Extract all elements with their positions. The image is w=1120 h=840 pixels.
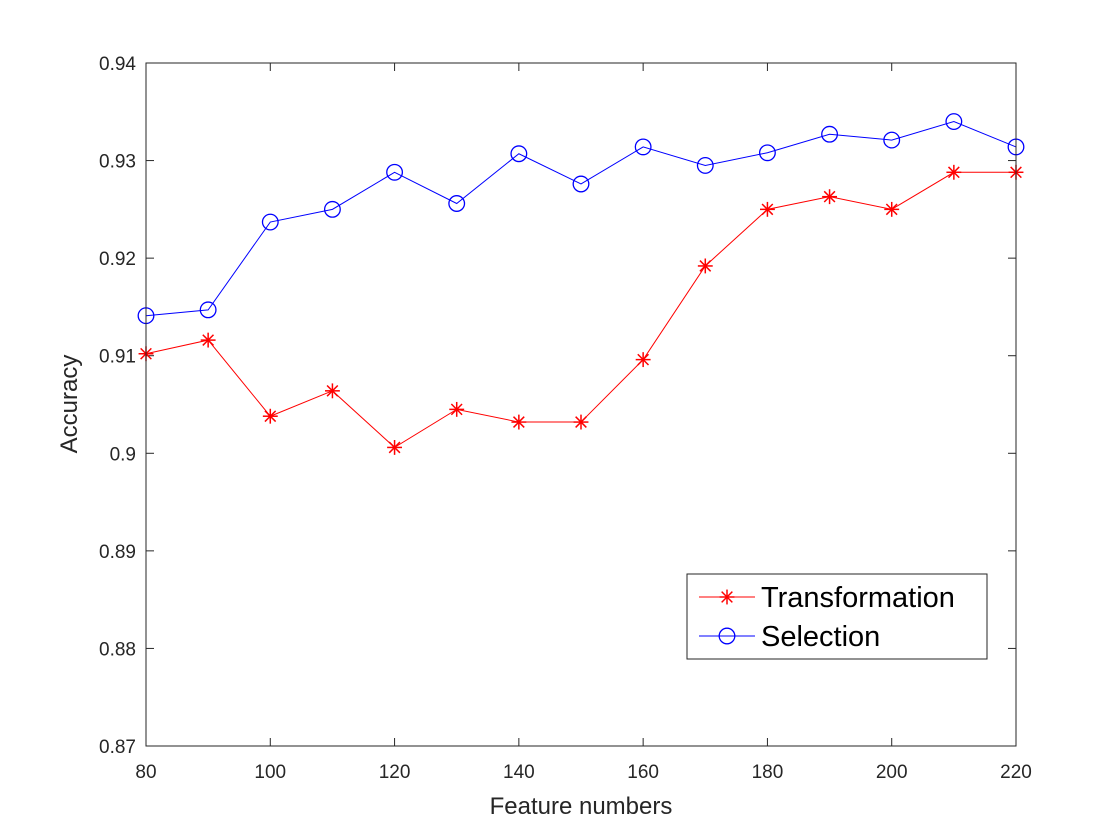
x-tick-label: 220 <box>1000 762 1032 783</box>
marker-stroke <box>947 166 960 179</box>
legend-box <box>686 573 988 660</box>
legend-label: Selection <box>761 621 880 653</box>
data-point-transformation <box>449 401 465 417</box>
x-tick-label: 180 <box>752 762 784 783</box>
marker-stroke <box>450 403 463 416</box>
data-point-selection <box>510 145 528 163</box>
y-axis-title: Accuracy <box>56 355 83 454</box>
x-axis-title: Feature numbers <box>490 793 673 820</box>
data-point-selection <box>945 113 963 130</box>
y-tick-label: 0.92 <box>99 249 136 270</box>
data-point-selection <box>261 213 279 231</box>
marker-stroke <box>512 416 525 428</box>
legend-marker <box>719 589 735 605</box>
plot-frame <box>145 62 1017 747</box>
data-point-transformation <box>511 414 527 430</box>
marker-circle <box>883 131 901 149</box>
x-tick-label: 200 <box>876 762 908 783</box>
data-point-selection <box>572 175 590 193</box>
marker-stroke <box>699 260 712 272</box>
y-tick-label: 0.94 <box>99 54 136 75</box>
tick-label-layer: 80 100 120 140 160 180 200 220 0.87 0.88 0.89 0.9 0.… <box>99 54 1032 783</box>
y-tick-label: 0.88 <box>99 639 136 660</box>
marker-circle <box>572 175 590 193</box>
marker-circle <box>634 138 652 156</box>
marker-stroke <box>202 334 215 346</box>
marker-circle <box>510 145 528 163</box>
marker-stroke <box>637 353 650 366</box>
x-tick-label: 80 <box>135 762 156 783</box>
marker-stroke <box>326 384 339 397</box>
data-point-transformation <box>200 332 216 348</box>
marker-circle <box>696 156 714 174</box>
data-point-transformation <box>884 201 900 217</box>
marker-stroke <box>823 190 836 203</box>
marker-stroke <box>575 416 587 428</box>
data-point-selection <box>634 138 652 156</box>
x-tick-label: 100 <box>254 762 286 783</box>
data-point-selection <box>883 131 901 149</box>
data-point-selection <box>448 195 466 212</box>
data-point-selection <box>821 125 839 143</box>
marker-stroke <box>761 203 774 216</box>
marker-stroke <box>388 441 401 454</box>
marker-stroke <box>885 203 898 216</box>
marker-circle <box>261 213 279 231</box>
data-point-transformation <box>324 383 340 399</box>
data-point-transformation <box>759 201 775 217</box>
data-point-selection <box>758 144 776 162</box>
marker-circle <box>386 163 404 181</box>
marker-circle <box>821 125 839 143</box>
legend-marker <box>718 627 736 645</box>
legend-item-transformation: Transformation <box>699 582 955 614</box>
legend-label: Transformation <box>761 582 955 614</box>
series-line-selection <box>145 121 1017 317</box>
data-point-selection <box>199 301 217 319</box>
y-tick-label: 0.93 <box>99 152 136 173</box>
y-tick-label: 0.89 <box>99 542 136 563</box>
data-point-selection <box>323 200 341 218</box>
data-point-transformation <box>387 439 403 455</box>
marker-circle <box>718 627 736 645</box>
data-point-transformation <box>573 414 589 430</box>
legend-item-selection: Selection <box>699 621 880 653</box>
x-tick-label: 120 <box>379 762 411 783</box>
legend: Transformation Selection <box>686 573 988 660</box>
marker-circle <box>448 195 466 212</box>
marker-circle <box>323 200 341 218</box>
x-tick-label: 160 <box>627 762 659 783</box>
data-point-transformation <box>262 408 278 424</box>
x-tick-label: 140 <box>503 762 535 783</box>
marker-circle <box>945 113 963 130</box>
marker-stroke <box>721 591 733 603</box>
y-tick-label: 0.87 <box>99 737 136 758</box>
marker-stroke <box>264 410 277 423</box>
y-tick-label: 0.9 <box>110 444 136 465</box>
data-point-transformation <box>822 189 838 205</box>
data-point-transformation <box>635 352 651 368</box>
data-point-selection <box>386 163 404 181</box>
marker-circle <box>758 144 776 162</box>
marker-circle <box>199 301 217 319</box>
data-point-transformation <box>697 258 713 274</box>
y-tick-label: 0.91 <box>99 347 136 368</box>
data-point-selection <box>696 156 714 174</box>
data-point-transformation <box>946 164 962 180</box>
